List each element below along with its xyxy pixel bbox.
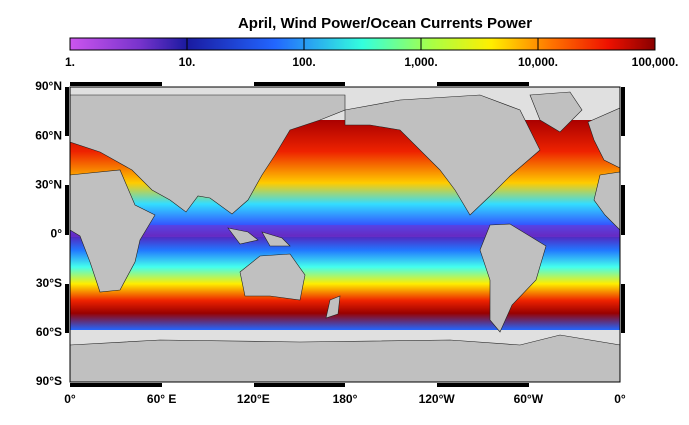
colorbar-ticks: 1. 10. 100. 1,000. 10,000. 100,000. [65, 38, 678, 69]
lat-label: 60°S [36, 325, 62, 339]
colorbar-label: 100. [292, 55, 315, 69]
lat-label: 90°N [35, 79, 62, 93]
lon-label: 120°E [237, 392, 270, 406]
lon-label: 0° [64, 392, 76, 406]
colorbar-label: 1. [65, 55, 75, 69]
colorbar-label: 100,000. [632, 55, 679, 69]
lat-label: 90°S [36, 374, 62, 388]
lat-label: 30°N [35, 178, 62, 192]
lat-label: 0° [51, 227, 63, 241]
colorbar-label: 10. [179, 55, 196, 69]
lon-label: 60°W [514, 392, 544, 406]
land [69, 91, 621, 383]
map-frame [69, 86, 621, 383]
lat-label: 30°S [36, 276, 62, 290]
colorbar-label: 10,000. [518, 55, 558, 69]
lon-label: 0° [614, 392, 626, 406]
lat-label: 60°N [35, 128, 62, 142]
lon-label: 180° [333, 392, 358, 406]
lon-label: 120°W [419, 392, 456, 406]
colorbar-label: 1,000. [404, 55, 437, 69]
frame-ticks [65, 82, 625, 387]
equatorial-band [70, 225, 620, 237]
title: April, Wind Power/Ocean Currents Power [238, 15, 532, 32]
lon-label: 60° E [147, 392, 176, 406]
lat-labels: 90°N 60°N 30°N 0° 30°S 60°S 90°S [35, 79, 62, 388]
colorbar [69, 37, 656, 51]
lon-labels: 0° 60° E 120°E 180° 120°W 60°W 0° [64, 392, 626, 406]
